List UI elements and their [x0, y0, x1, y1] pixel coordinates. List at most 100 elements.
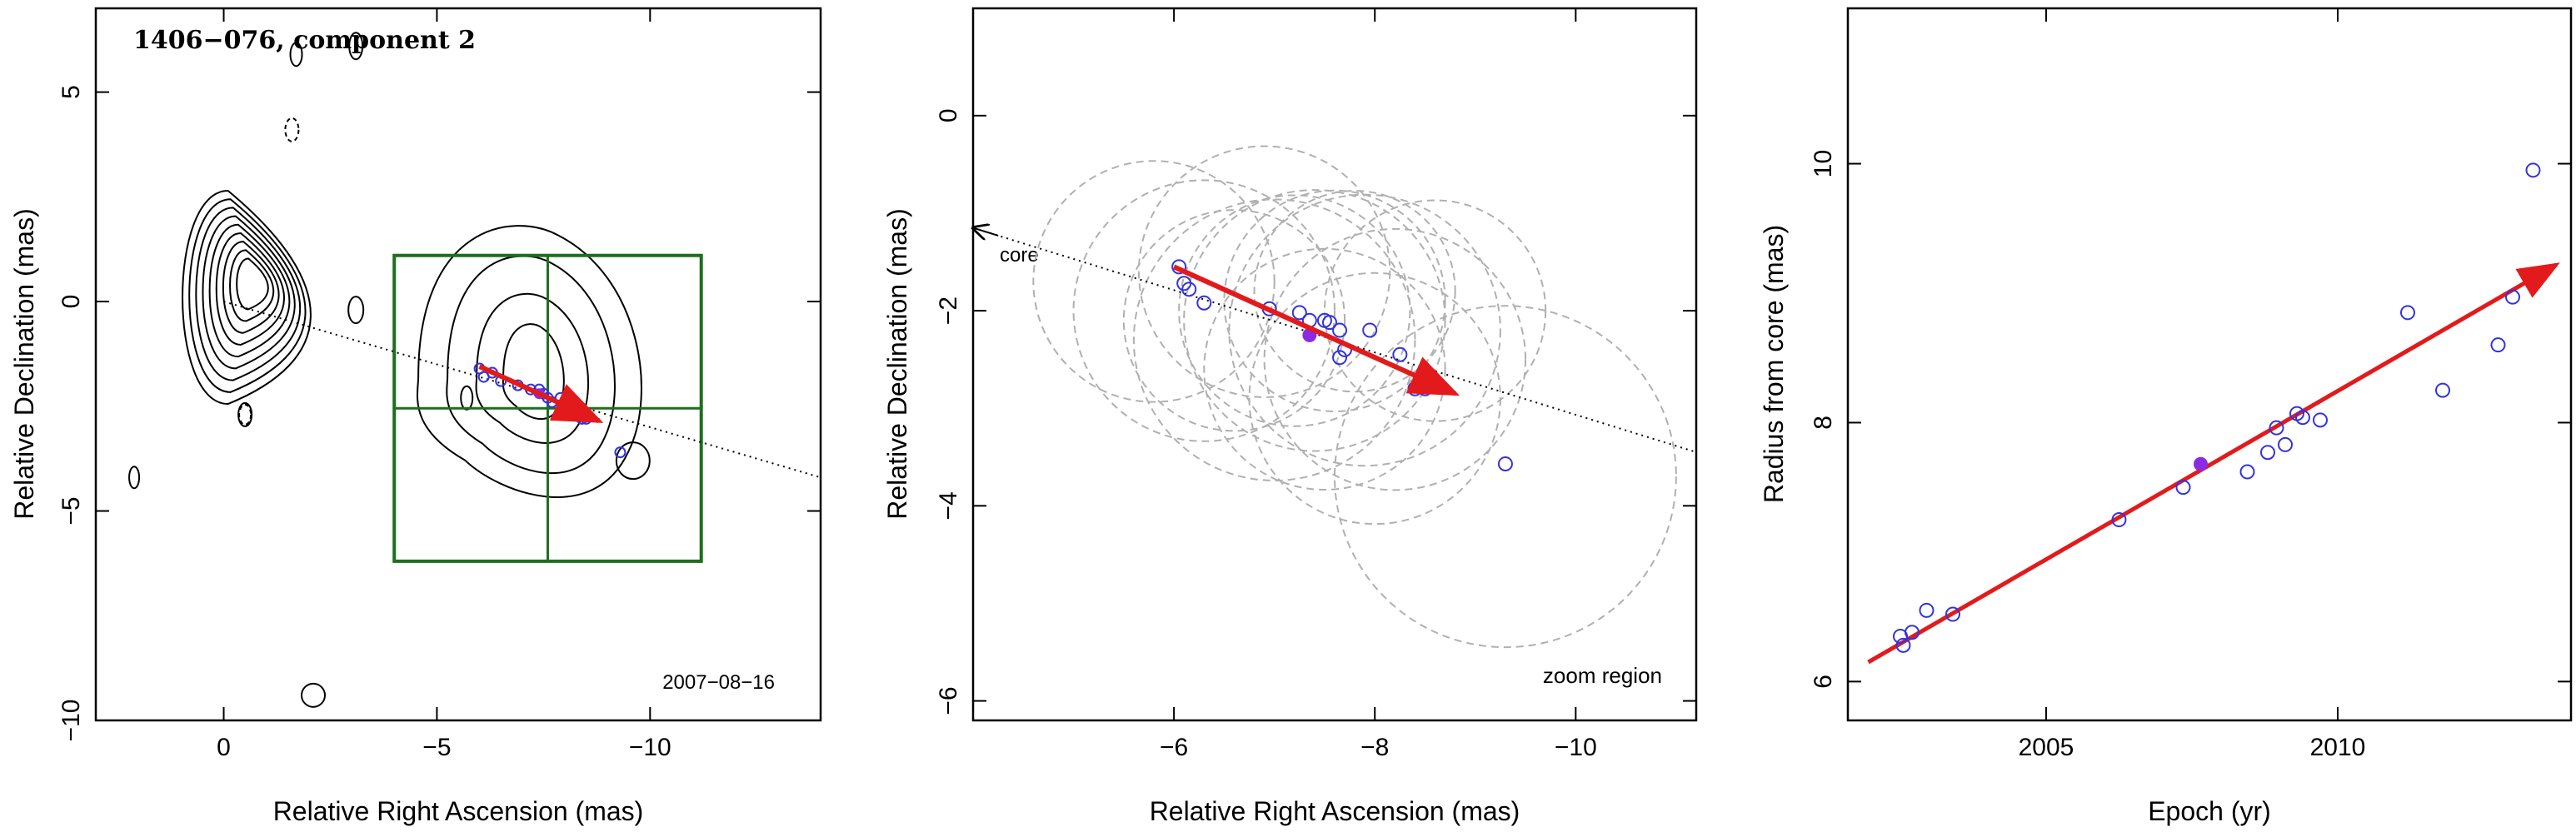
panel2-frame — [971, 7, 1698, 722]
fwhm-circle — [1132, 198, 1416, 481]
y-tick-label: −4 — [935, 491, 962, 520]
x-tick-label: −5 — [422, 734, 451, 761]
motion-arrow — [478, 364, 604, 424]
position-point — [1392, 346, 1408, 362]
core-contour — [236, 257, 269, 311]
core-contour — [229, 249, 275, 322]
panel2-zoom-label: zoom region — [1543, 663, 1662, 688]
radius-point — [1945, 606, 1960, 622]
panel2-tick-labels: −6 −8 −10 0 −2 −4 −6 — [935, 108, 1597, 761]
panel1-date-annotation: 2007−08−16 — [662, 671, 775, 694]
panel3-frame — [1846, 7, 2573, 722]
radius-point — [2295, 410, 2310, 426]
core-contour — [215, 232, 285, 346]
radius-point — [2239, 464, 2255, 480]
fwhm-circle — [1122, 209, 1346, 432]
core-contour — [222, 241, 280, 334]
fwhm-circle — [1253, 190, 1456, 393]
jet-direction-line — [223, 301, 821, 479]
y-tick-label: 8 — [1810, 416, 1837, 430]
minor-contour — [348, 32, 364, 61]
radius-point — [2313, 412, 2328, 428]
panel1-title: 1406−076, component 2 — [133, 26, 476, 55]
x-tick-label: 2010 — [2310, 734, 2366, 761]
position-point — [1362, 322, 1378, 338]
x-tick-label: 2005 — [2019, 734, 2074, 761]
negative-contour — [284, 117, 300, 142]
minor-contour — [615, 441, 651, 481]
jet-direction-line — [972, 227, 1697, 453]
fwhm-circle — [1223, 189, 1446, 412]
fwhm-circle — [1248, 272, 1501, 526]
panel-zoom-region: −6 −8 −10 0 −2 −4 −6 core zoom region Relative… — [882, 7, 1698, 826]
fwhm-circle — [1228, 193, 1501, 467]
fwhm-circle — [1203, 247, 1446, 491]
panel1-ticks — [96, 8, 821, 721]
radius-point — [1919, 602, 1934, 618]
fwhm-circle — [1032, 160, 1276, 403]
y-tick-label: 0 — [935, 108, 962, 122]
fwhm-circle — [1263, 227, 1527, 491]
panel3-ticks — [1848, 8, 2571, 720]
panel-radius-epoch: 2005 2010 6 8 10 Epoch (yr) Radius from core… — [1759, 7, 2573, 826]
panel1-tick-labels: 0 −5 −10 5 0 −5 −10 — [57, 85, 671, 761]
fwhm-circle — [1183, 189, 1446, 452]
core-contour — [188, 198, 307, 393]
minor-contour — [347, 296, 365, 325]
panel1-xlabel: Relative Right Ascension (mas) — [273, 796, 644, 826]
negative-contour — [238, 403, 252, 426]
y-tick-label: 5 — [57, 85, 85, 99]
core-contour — [182, 190, 312, 406]
core-direction-arrow — [973, 228, 999, 236]
panel1-ylabel: Relative Declination (mas) — [9, 208, 39, 519]
y-tick-label: 0 — [57, 295, 85, 309]
position-point — [614, 446, 627, 459]
trend-arrow — [1867, 262, 2560, 665]
y-tick-label: −5 — [57, 496, 85, 525]
radius-point — [2269, 420, 2284, 436]
radius-point — [1895, 637, 1911, 653]
fwhm-circle — [1137, 145, 1391, 398]
panel3-xlabel: Epoch (yr) — [2148, 796, 2271, 826]
x-tick-label: −6 — [1160, 734, 1188, 761]
y-tick-label: 10 — [1810, 150, 1837, 177]
panel2-core-label: core — [1000, 244, 1039, 267]
fwhm-circle — [1178, 194, 1411, 427]
radius-point — [2490, 337, 2506, 353]
component-contour — [502, 323, 565, 420]
position-point — [1171, 259, 1187, 275]
component-contour — [417, 225, 642, 498]
panel3-tick-labels: 2005 2010 6 8 10 — [1810, 150, 2365, 761]
highlight-point — [2194, 456, 2208, 471]
radius-point — [2260, 445, 2275, 461]
core-contour — [208, 223, 291, 358]
panel1-contours — [128, 32, 651, 708]
panel2-ylabel: Relative Declination (mas) — [882, 208, 912, 519]
panel3-ylabel: Radius from core (mas) — [1759, 225, 1789, 503]
fwhm-circles — [1032, 145, 1677, 649]
position-point — [1332, 322, 1348, 338]
minor-contour — [128, 466, 141, 490]
position-point — [1321, 315, 1337, 331]
radius-point — [2400, 305, 2415, 321]
y-tick-label: −6 — [935, 686, 962, 715]
panel2-xlabel: Relative Right Ascension (mas) — [1150, 796, 1520, 826]
x-tick-label: −10 — [1555, 734, 1597, 761]
minor-contour — [237, 401, 253, 427]
panel-contour-map: 0 −5 −10 5 0 −5 −10 1406−076, component 2 2007… — [9, 7, 822, 826]
panel2-ticks — [973, 8, 1696, 720]
motion-arrow — [1172, 264, 1460, 396]
radius-point — [2111, 512, 2127, 528]
x-tick-label: −8 — [1360, 734, 1389, 761]
y-tick-label: −10 — [57, 700, 85, 742]
position-point — [1332, 350, 1348, 366]
y-tick-label: 6 — [1810, 675, 1837, 689]
position-point — [1181, 281, 1197, 297]
radius-point — [2525, 162, 2541, 178]
radius-point — [1905, 625, 1920, 640]
x-tick-label: −10 — [629, 734, 671, 761]
radius-point — [2278, 436, 2293, 452]
fwhm-circle — [1072, 179, 1336, 442]
position-point — [1196, 295, 1212, 311]
